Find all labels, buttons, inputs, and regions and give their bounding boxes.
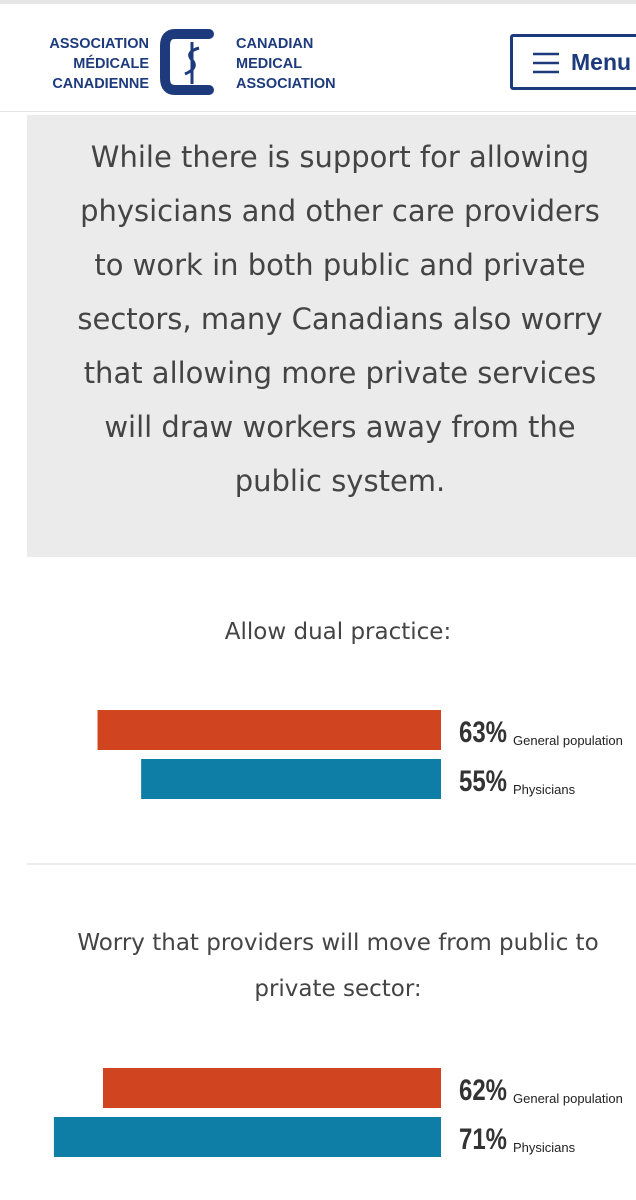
header: ASSOCIATION MÉDICALE CANADIENNE CANADIAN… xyxy=(0,0,636,112)
bar xyxy=(141,759,441,799)
logo-text: MEDICAL xyxy=(236,56,303,72)
divider xyxy=(27,863,636,865)
bar xyxy=(102,1068,442,1108)
menu-label: Menu xyxy=(571,49,632,75)
legend-label: Physicians xyxy=(513,1140,576,1155)
value-label: 55% xyxy=(459,765,507,798)
logo-en[interactable]: CANADIAN MEDICAL ASSOCIATION xyxy=(236,34,336,94)
chart-title: Worry that providers will move from publ… xyxy=(77,930,599,1002)
value-label: 63% xyxy=(459,716,507,749)
intro-box xyxy=(27,115,636,557)
logo-fr[interactable]: ASSOCIATION MÉDICALE CANADIENNE xyxy=(49,34,149,94)
bar xyxy=(53,1117,441,1157)
menu-icon xyxy=(533,52,559,74)
legend-label: Physicians xyxy=(513,782,576,797)
value-label: 71% xyxy=(459,1123,507,1156)
logo-text: ASSOCIATION xyxy=(49,36,149,52)
chart: 62% General population 71% Physicians xyxy=(53,1068,623,1157)
intro-text: While there is support for allowing phys… xyxy=(77,140,603,498)
logo-icon[interactable] xyxy=(157,24,227,100)
menu-button[interactable]: Menu xyxy=(510,34,636,90)
bar xyxy=(97,710,442,750)
chart-title: Allow dual practice: xyxy=(224,619,452,645)
chart: 63% General population 55% Physicians xyxy=(97,710,623,799)
legend-label: General population xyxy=(513,1091,623,1106)
logo-text: ASSOCIATION xyxy=(236,76,336,92)
legend-label: General population xyxy=(513,733,623,748)
logo-text: CANADIAN xyxy=(236,36,314,52)
logo-text: CANADIENNE xyxy=(52,76,149,92)
logo-text: MÉDICALE xyxy=(73,56,149,72)
value-label: 62% xyxy=(459,1074,507,1107)
